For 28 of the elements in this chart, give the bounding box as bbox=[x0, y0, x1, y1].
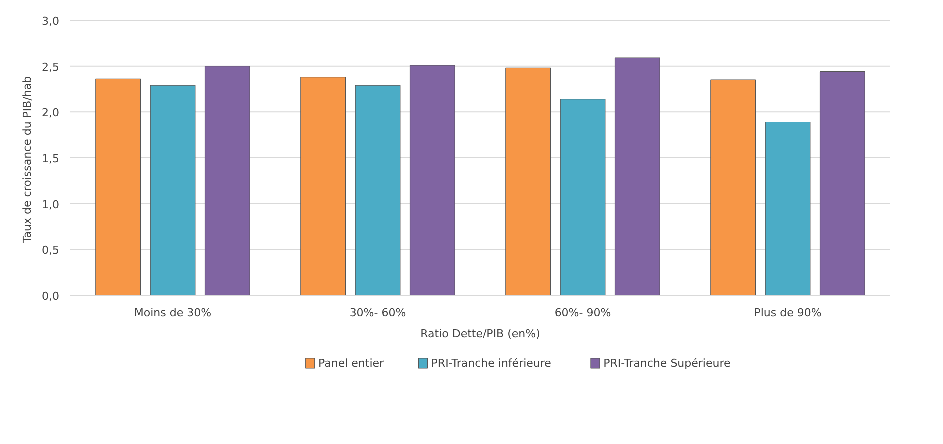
bar bbox=[300, 77, 346, 296]
y-tick-label: 3,0 bbox=[42, 15, 60, 28]
x-tick-label: 60%- 90% bbox=[554, 306, 612, 320]
bar bbox=[614, 58, 660, 296]
x-tick-label: Plus de 90% bbox=[754, 306, 822, 320]
bar bbox=[410, 65, 456, 296]
y-tick-label: 2,5 bbox=[42, 60, 60, 74]
bar bbox=[150, 85, 196, 296]
x-axis-title: Ratio Dette/PIB (en%) bbox=[420, 328, 540, 340]
bar bbox=[204, 66, 250, 296]
x-tick-label: 30%- 60% bbox=[350, 306, 406, 320]
bar bbox=[765, 122, 811, 296]
y-tick-label: 1,0 bbox=[42, 198, 60, 212]
bar bbox=[506, 68, 552, 296]
y-tick-label: 2,0 bbox=[42, 106, 60, 120]
bar bbox=[96, 78, 142, 296]
y-tick-label: 0,5 bbox=[42, 244, 60, 258]
bar bbox=[820, 72, 866, 296]
x-tick-label: Moins de 30% bbox=[134, 306, 212, 320]
y-tick-label: 0,0 bbox=[42, 290, 60, 303]
legend-label: PRI-Tranche inférieure bbox=[431, 357, 552, 370]
y-axis-title: Taux de croissance du PIB/hab bbox=[21, 76, 34, 244]
y-tick-label: 1,5 bbox=[42, 152, 60, 166]
legend-label: PRI-Tranche Supérieure bbox=[604, 357, 731, 370]
legend-label: Panel entier bbox=[318, 357, 385, 370]
bar bbox=[560, 99, 606, 296]
bar bbox=[355, 85, 401, 296]
bar bbox=[710, 80, 756, 296]
